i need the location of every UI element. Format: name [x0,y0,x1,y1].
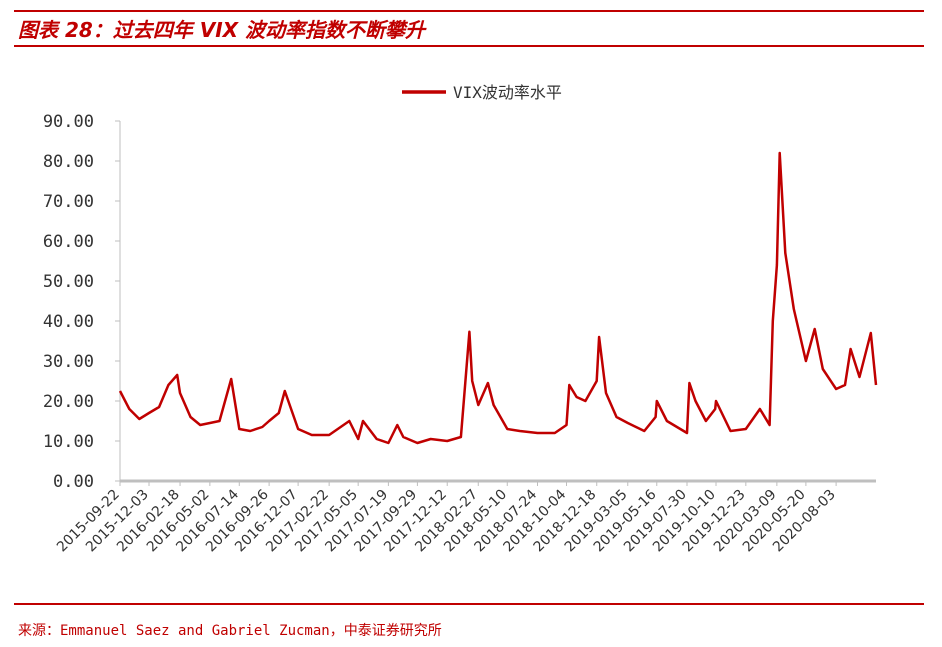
y-tick-label: 10.00 [43,432,94,452]
chart-legend: VIX波动率水平 [402,83,562,102]
y-tick-label: 50.00 [43,272,94,292]
y-tick-label: 40.00 [43,312,94,332]
source-note: 来源：Emmanuel Saez and Gabriel Zucman，中泰证券… [18,623,442,639]
y-tick-label: 0.00 [53,472,94,492]
title-top-rule [14,10,924,12]
plot-area [118,151,878,445]
title-bottom-rule [14,45,924,47]
figure-title: 图表 28：过去四年 VIX 波动率指数不断攀升 [18,18,426,42]
x-axis: 2015-09-222015-12-032016-02-182016-05-02… [54,479,876,555]
y-tick-label: 70.00 [43,192,94,212]
y-tick-label: 30.00 [43,352,94,372]
y-tick-label: 20.00 [43,392,94,412]
source-rule [14,603,924,605]
y-tick-label: 90.00 [43,112,94,132]
y-tick-label: 60.00 [43,232,94,252]
vix-line-chart: VIX波动率水平 0.00 10.00 20.00 30.00 40.00 50.00 60… [43,83,878,555]
legend-label-vix: VIX波动率水平 [453,83,562,102]
y-tick-label: 80.00 [43,152,94,172]
y-axis: 0.00 10.00 20.00 30.00 40.00 50.00 60.00 70.00 8… [43,112,121,492]
series-line-0 [118,151,878,445]
